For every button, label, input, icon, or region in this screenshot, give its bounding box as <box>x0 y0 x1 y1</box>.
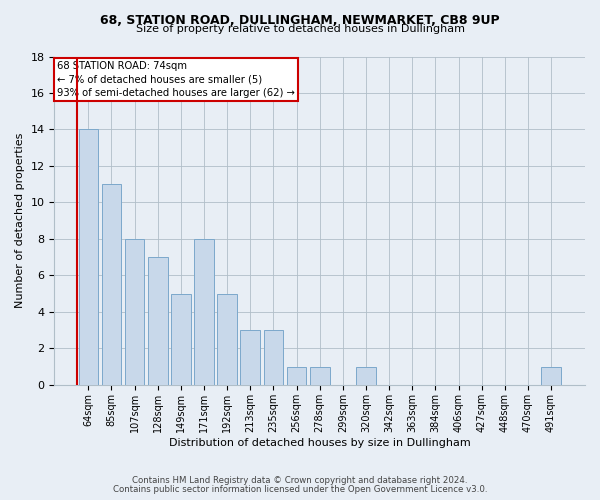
Bar <box>171 294 191 385</box>
Bar <box>356 366 376 385</box>
Text: Contains public sector information licensed under the Open Government Licence v3: Contains public sector information licen… <box>113 485 487 494</box>
Text: 68, STATION ROAD, DULLINGHAM, NEWMARKET, CB8 9UP: 68, STATION ROAD, DULLINGHAM, NEWMARKET,… <box>100 14 500 27</box>
Bar <box>148 257 167 385</box>
Bar <box>241 330 260 385</box>
Bar <box>125 239 145 385</box>
X-axis label: Distribution of detached houses by size in Dullingham: Distribution of detached houses by size … <box>169 438 470 448</box>
Bar <box>217 294 237 385</box>
Bar <box>287 366 307 385</box>
Text: Size of property relative to detached houses in Dullingham: Size of property relative to detached ho… <box>136 24 464 34</box>
Bar <box>194 239 214 385</box>
Bar <box>263 330 283 385</box>
Bar <box>101 184 121 385</box>
Bar <box>79 130 98 385</box>
Text: 68 STATION ROAD: 74sqm
← 7% of detached houses are smaller (5)
93% of semi-detac: 68 STATION ROAD: 74sqm ← 7% of detached … <box>57 62 295 98</box>
Bar <box>310 366 329 385</box>
Y-axis label: Number of detached properties: Number of detached properties <box>15 133 25 308</box>
Text: Contains HM Land Registry data © Crown copyright and database right 2024.: Contains HM Land Registry data © Crown c… <box>132 476 468 485</box>
Bar <box>541 366 561 385</box>
